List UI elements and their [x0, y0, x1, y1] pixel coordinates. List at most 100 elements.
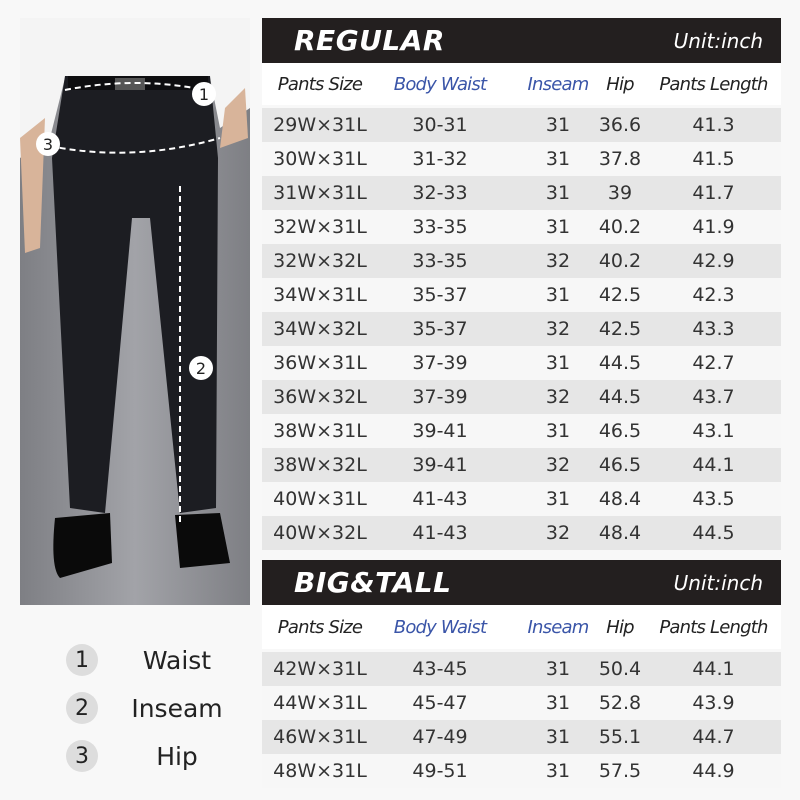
table-cell: 43.3: [692, 318, 735, 340]
table-cell: 50.4: [598, 658, 642, 680]
table-row: 30W×31L 31-32 31 37.8 41.5: [262, 142, 781, 176]
table-row: 44W×31L 45-47 31 52.8 43.9: [262, 686, 781, 720]
table-cell: 42.5: [598, 284, 642, 306]
table-row: 29W×31L 30-31 31 36.6 41.3: [262, 108, 781, 142]
table-cell: 31: [545, 760, 571, 782]
table-cell: 44.9: [692, 760, 735, 782]
table-cell: 40W×32L: [273, 522, 367, 544]
table-cell: 34W×31L: [273, 284, 367, 306]
table-cell: 41.3: [692, 114, 735, 136]
table-cell: 48.4: [598, 522, 642, 544]
column-header: Pants Size: [277, 616, 363, 638]
table-cell: 31-32: [412, 148, 468, 170]
column-header: Body Waist: [393, 616, 487, 638]
marker-1: 1: [199, 85, 209, 104]
table-cell: 37.8: [598, 148, 642, 170]
table-cell: 42.7: [692, 352, 735, 374]
legend-label: Waist: [142, 645, 212, 675]
table-row: 32W×31L 33-35 31 40.2 41.9: [262, 210, 781, 244]
legend-label: Hip: [156, 741, 198, 771]
regular-size-table: REGULAR Unit:inch Pants Size Body Waist Inse…: [262, 18, 781, 550]
table-body: 42W×31L 43-45 31 50.4 44.1 44W×31L 45-47 31 52.8…: [262, 652, 781, 788]
table-cell: 31: [545, 114, 571, 136]
legend-item-waist: 1 Waist: [66, 636, 256, 684]
table-cell: 31W×31L: [273, 182, 367, 204]
table-cell: 31: [545, 692, 571, 714]
table-cell: 48W×31L: [273, 760, 367, 782]
column-header: Pants Length: [659, 73, 768, 95]
unit-label: Unit:inch: [673, 570, 763, 595]
table-cell: 31: [545, 182, 571, 204]
table-cell: 31: [545, 420, 571, 442]
table-cell: 39-41: [412, 454, 468, 476]
table-cell: 33-35: [412, 216, 468, 238]
table-cell: 36W×31L: [273, 352, 367, 374]
table-cell: 32-33: [412, 182, 468, 204]
table-row: 36W×31L 37-39 31 44.5 42.7: [262, 346, 781, 380]
table-row: 46W×31L 47-49 31 55.1 44.7: [262, 720, 781, 754]
table-row: 31W×31L 32-33 31 39 41.7: [262, 176, 781, 210]
table-title: BIG&TALL: [294, 566, 452, 599]
table-cell: 46.5: [598, 454, 642, 476]
table-cell: 44.5: [692, 522, 735, 544]
table-cell: 36.6: [598, 114, 642, 136]
table-row: 36W×32L 37-39 32 44.5 43.7: [262, 380, 781, 414]
table-cell: 46W×31L: [273, 726, 367, 748]
table-cell: 47-49: [412, 726, 468, 748]
legend-item-inseam: 2 Inseam: [66, 684, 256, 732]
legend-item-hip: 3 Hip: [66, 732, 256, 780]
column-header: Hip: [606, 616, 634, 638]
table-row: 48W×31L 49-51 31 57.5 44.9: [262, 754, 781, 788]
table-row: 40W×31L 41-43 31 48.4 43.5: [262, 482, 781, 516]
table-cell: 39: [607, 182, 633, 204]
table-cell: 43.7: [692, 386, 735, 408]
table-row: 32W×32L 33-35 32 40.2 42.9: [262, 244, 781, 278]
table-cell: 32: [545, 386, 571, 408]
table-cell: 57.5: [598, 760, 642, 782]
table-row: 38W×31L 39-41 31 46.5 43.1: [262, 414, 781, 448]
table-row: 34W×31L 35-37 31 42.5 42.3: [262, 278, 781, 312]
table-cell: 29W×31L: [273, 114, 367, 136]
table-cell: 32: [545, 454, 571, 476]
table-cell: 39-41: [412, 420, 468, 442]
table-cell: 49-51: [412, 760, 468, 782]
table-cell: 32W×32L: [273, 250, 367, 272]
table-cell: 37-39: [412, 386, 468, 408]
table-cell: 41-43: [412, 522, 468, 544]
table-row: 34W×32L 35-37 32 42.5 43.3: [262, 312, 781, 346]
table-cell: 34W×32L: [273, 318, 367, 340]
table-cell: 48.4: [598, 488, 642, 510]
legend-number: 1: [66, 644, 98, 676]
table-cell: 44.5: [598, 386, 642, 408]
table-cell: 40.2: [598, 216, 642, 238]
table-cell: 35-37: [412, 284, 468, 306]
table-cell: 44.7: [692, 726, 735, 748]
column-header: Pants Size: [277, 73, 363, 95]
table-cell: 42.5: [598, 318, 642, 340]
table-cell: 33-35: [412, 250, 468, 272]
table-cell: 35-37: [412, 318, 468, 340]
table-cell: 41.7: [692, 182, 735, 204]
table-cell: 31: [545, 726, 571, 748]
table-cell: 31: [545, 216, 571, 238]
table-title: REGULAR: [294, 24, 445, 57]
marker-2: 2: [196, 359, 206, 378]
column-headers: Pants Size Body Waist Inseam Hip Pants Lengt…: [262, 605, 781, 649]
legend-number: 2: [66, 692, 98, 724]
unit-label: Unit:inch: [673, 28, 763, 53]
legend-label: Inseam: [131, 693, 223, 723]
table-cell: 41.9: [692, 216, 735, 238]
table-cell: 38W×31L: [273, 420, 367, 442]
table-cell: 55.1: [598, 726, 642, 748]
table-cell: 32: [545, 250, 571, 272]
table-cell: 38W×32L: [273, 454, 367, 476]
table-cell: 46.5: [598, 420, 642, 442]
table-body: 29W×31L 30-31 31 36.6 41.3 30W×31L 31-32 31 37.8…: [262, 108, 781, 550]
column-header: Inseam: [527, 616, 590, 638]
table-cell: 31: [545, 284, 571, 306]
table-cell: 42.3: [692, 284, 735, 306]
table-title-band: REGULAR Unit:inch: [262, 18, 781, 63]
table-cell: 44.1: [692, 454, 735, 476]
pants-model-photo: 1 2 3: [20, 18, 250, 605]
table-cell: 42W×31L: [273, 658, 367, 680]
